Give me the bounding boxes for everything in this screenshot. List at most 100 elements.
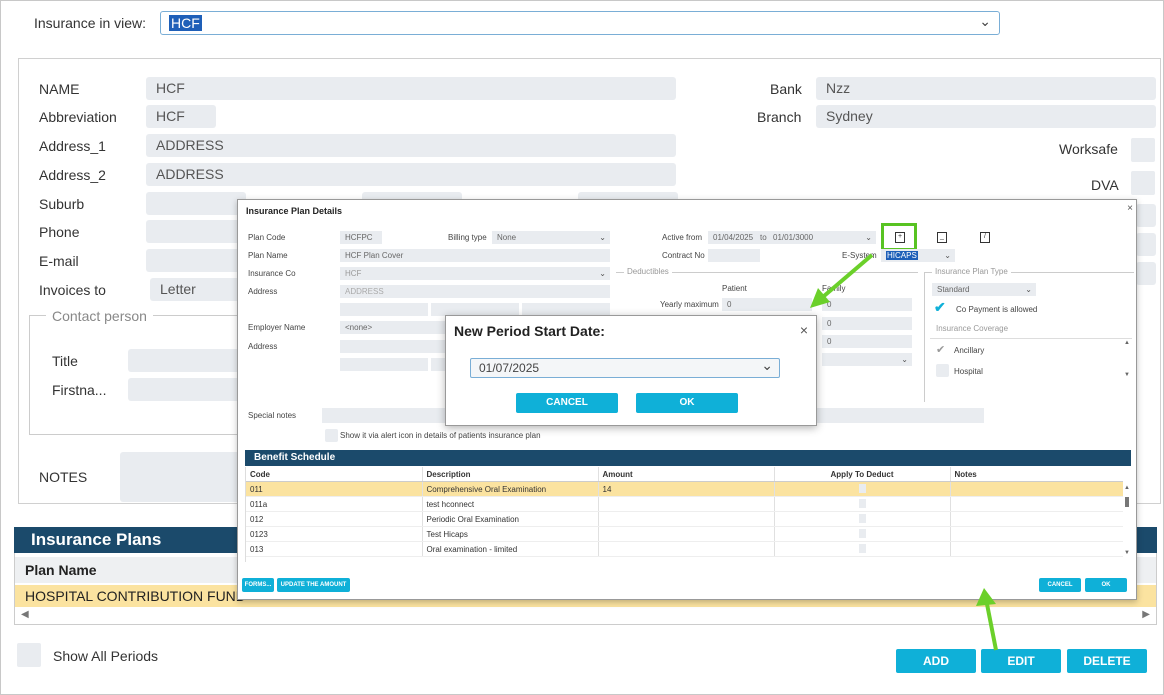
bank-field[interactable]: Nzz [816, 77, 1156, 100]
table-row[interactable]: 0123 Test Hicaps [246, 526, 1123, 542]
alert-checkbox[interactable] [325, 429, 338, 442]
code-column: Code [246, 467, 423, 482]
address2-field[interactable]: ADDRESS [146, 163, 676, 186]
show-all-periods-checkbox[interactable] [17, 643, 41, 667]
state-field-small[interactable] [522, 303, 610, 316]
chevron-down-icon: ⌄ [901, 355, 908, 364]
hospital-checkbox[interactable] [936, 364, 949, 377]
deduct-checkbox[interactable] [774, 496, 951, 512]
right-field-1[interactable] [1136, 233, 1156, 256]
dialog-ok-button[interactable]: OK [1085, 578, 1127, 592]
active-from-value: 01/04/2025 [713, 233, 754, 242]
suburb-field[interactable] [146, 192, 246, 215]
insurance-co-value: HCF [345, 269, 362, 278]
scroll-up-icon[interactable]: ▲ [1124, 485, 1130, 491]
forms-button[interactable]: FORMS... [242, 578, 274, 592]
split-period-icon[interactable]: _ [937, 232, 947, 243]
insurance-in-view-label: Insurance in view: [34, 15, 147, 31]
deductible-select[interactable]: ⌄ [822, 353, 912, 366]
period-ok-button[interactable]: OK [636, 393, 738, 413]
invoices-field[interactable]: Letter [150, 278, 246, 301]
scroll-down-icon[interactable]: ▼ [1124, 550, 1130, 556]
table-row[interactable]: 011 Comprehensive Oral Examination 14 [246, 481, 1123, 497]
scroll-thumb[interactable] [1125, 497, 1129, 507]
right-field-2[interactable] [1136, 262, 1156, 285]
email-field[interactable] [146, 249, 246, 272]
billing-type-select[interactable]: None ⌄ [492, 231, 610, 244]
plan-code-field[interactable]: HCFPC [340, 231, 382, 244]
plan-name-label: Plan Name [248, 251, 288, 260]
worksafe-checkbox[interactable] [1131, 138, 1155, 162]
plan-type-value: Standard [937, 285, 970, 294]
close-icon[interactable]: × [1127, 203, 1133, 214]
esystem-select[interactable]: HICAPS ⌄ [881, 249, 955, 262]
abbreviation-field[interactable]: HCF [146, 105, 216, 128]
ancillary-check-icon[interactable]: ✔ [936, 344, 946, 356]
dva-label: DVA [1091, 177, 1119, 193]
update-amount-button[interactable]: UPDATE THE AMOUNT [277, 578, 350, 592]
description-cell: Periodic Oral Examination [422, 511, 599, 527]
yearly-patient-field[interactable]: 0 [722, 298, 812, 311]
suburb-field-small[interactable] [340, 303, 428, 316]
edit-period-icon[interactable]: / [980, 232, 990, 243]
new-period-dialog: New Period Start Date: × 01/07/2025 ⌄ CA… [445, 315, 817, 426]
postcode-field-small[interactable] [431, 303, 519, 316]
edit-button[interactable]: EDIT [981, 649, 1061, 673]
deduct-checkbox[interactable] [774, 511, 951, 527]
add-button[interactable]: ADD [896, 649, 976, 673]
scroll-right-icon[interactable]: ▶ [1142, 609, 1150, 620]
close-icon[interactable]: × [799, 322, 808, 338]
deduct-checkbox[interactable] [774, 541, 951, 557]
table-row[interactable]: 011a test hconnect [246, 496, 1123, 512]
deductible-field-3[interactable]: 0 [822, 335, 912, 348]
dva-checkbox[interactable] [1131, 171, 1155, 195]
name-field[interactable]: HCF [146, 77, 676, 100]
scroll-left-icon[interactable]: ◀ [21, 609, 29, 620]
family-column: Family [822, 284, 846, 293]
deduct-checkbox[interactable] [774, 526, 951, 542]
insurance-co-label: Insurance Co [248, 269, 296, 278]
employer-address-field-3[interactable] [431, 358, 447, 371]
period-date-select[interactable]: 01/07/2025 ⌄ [470, 357, 780, 378]
delete-button[interactable]: DELETE [1067, 649, 1147, 673]
yearly-maximum-label: Yearly maximum [660, 300, 719, 309]
add-period-icon[interactable]: + [895, 232, 905, 243]
notes-cell [950, 541, 1123, 557]
dialog-cancel-button[interactable]: CANCEL [1039, 578, 1081, 592]
branch-field[interactable]: Sydney [816, 105, 1156, 128]
plan-type-select[interactable]: Standard ⌄ [932, 283, 1036, 296]
yearly-family-field[interactable]: 0 [822, 298, 912, 311]
address1-field[interactable]: ADDRESS [146, 134, 676, 157]
contract-no-field[interactable] [708, 249, 760, 262]
firstname-field[interactable] [128, 378, 248, 401]
plan-name-field[interactable]: HCF Plan Cover [340, 249, 610, 262]
address-field[interactable]: ADDRESS [340, 285, 610, 298]
phone-field[interactable] [146, 220, 246, 243]
coverage-scroll-up-icon[interactable]: ▲ [1124, 340, 1130, 346]
deductible-field-2[interactable]: 0 [822, 317, 912, 330]
special-notes-label: Special notes [248, 411, 297, 420]
active-range-field[interactable]: 01/04/2025 to 01/01/3000 ⌄ [708, 231, 876, 244]
horizontal-scrollbar[interactable]: ◀ ▶ [15, 609, 1156, 623]
amount-cell [598, 511, 775, 527]
employer-address-field-2[interactable] [340, 358, 428, 371]
chevron-down-icon: ⌄ [944, 251, 951, 260]
deduct-checkbox[interactable] [774, 481, 951, 497]
period-cancel-button[interactable]: CANCEL [516, 393, 618, 413]
billing-type-label: Billing type [448, 233, 487, 242]
check-icon[interactable]: ✔ [934, 299, 946, 315]
chevron-down-icon: ⌄ [599, 269, 606, 278]
coverage-scroll-down-icon[interactable]: ▼ [1124, 372, 1130, 378]
title-field[interactable] [128, 349, 248, 372]
right-select[interactable] [1136, 204, 1156, 227]
notes-field[interactable] [120, 452, 250, 502]
employer-address-field-1[interactable] [340, 340, 446, 353]
table-row[interactable]: 012 Periodic Oral Examination [246, 511, 1123, 527]
employer-name-field[interactable]: <none> [340, 321, 446, 334]
table-row[interactable]: 013 Oral examination - limited [246, 541, 1123, 557]
abbreviation-label: Abbreviation [39, 109, 117, 125]
insurance-co-select[interactable]: HCF ⌄ [340, 267, 610, 280]
benefit-scrollbar[interactable]: ▲ ▼ [1123, 485, 1131, 561]
billing-type-value: None [497, 233, 517, 242]
insurance-select[interactable]: HCF ⌄ [160, 11, 1000, 35]
